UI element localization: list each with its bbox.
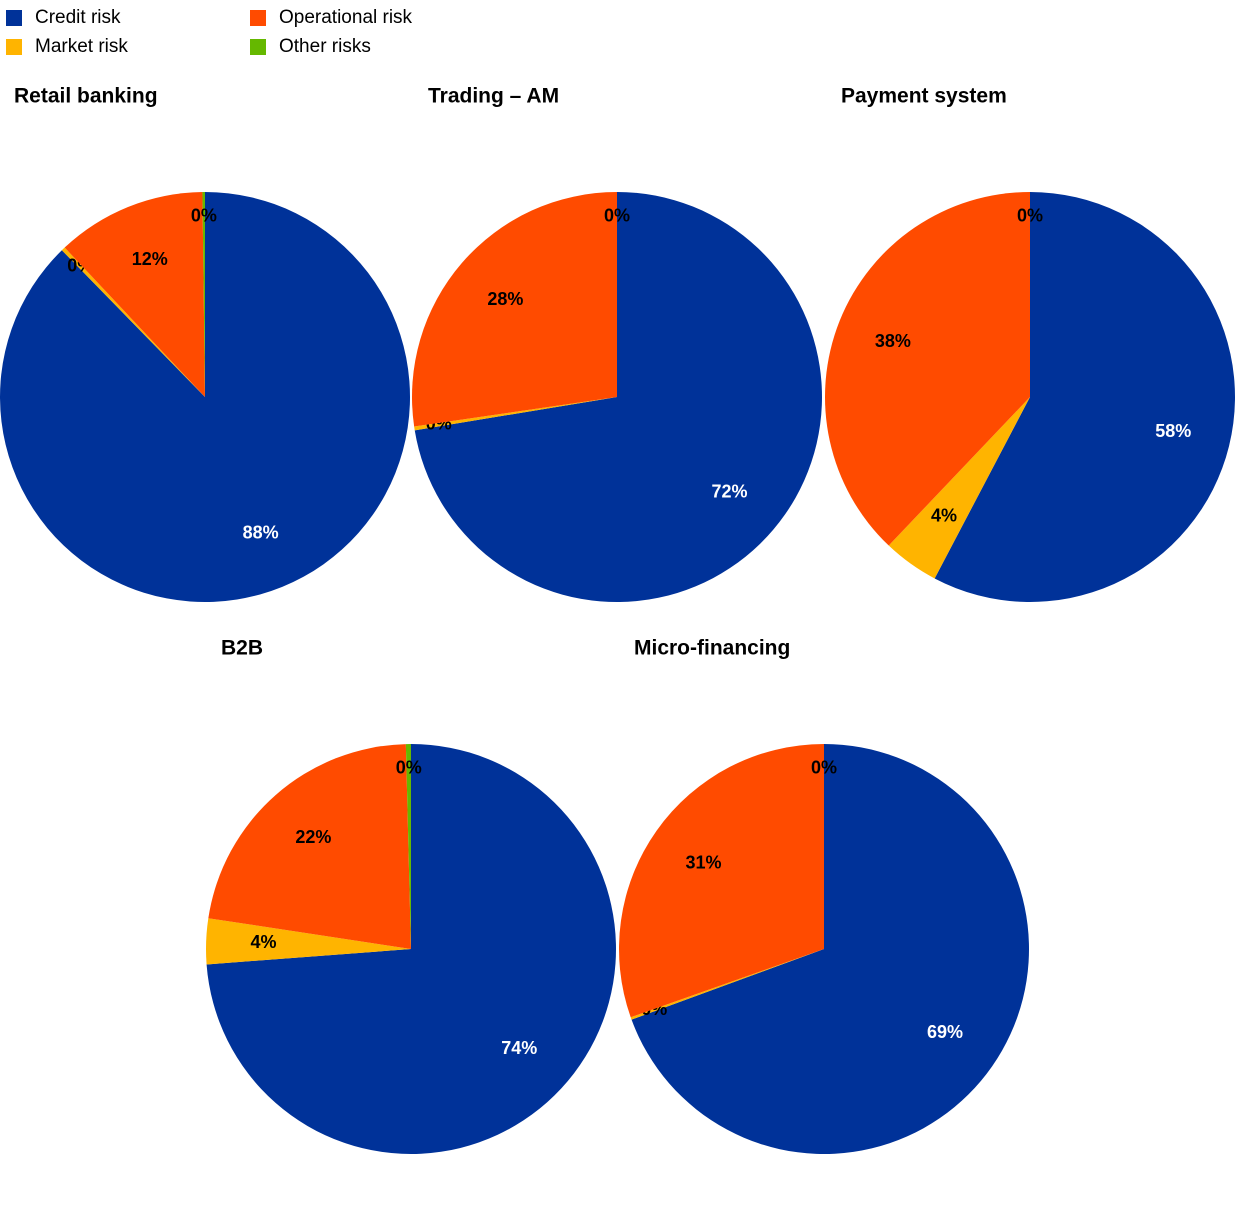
- data-label: 88%: [243, 522, 279, 542]
- legend-swatch: [250, 39, 266, 55]
- pie-title: Trading – AM: [428, 85, 559, 108]
- pie-slice: [414, 192, 822, 602]
- legend-swatch: [6, 10, 22, 26]
- data-label: 4%: [250, 932, 276, 952]
- pie-title: Retail banking: [14, 85, 158, 108]
- pie-slice: [405, 744, 411, 949]
- data-label: 31%: [685, 853, 721, 873]
- pie-slice: [64, 192, 205, 397]
- pie-slice: [414, 397, 617, 431]
- data-label: 58%: [1155, 421, 1191, 441]
- pie-slice: [412, 192, 617, 427]
- pie-title: Micro-financing: [634, 637, 790, 660]
- pie-slice: [888, 397, 1030, 579]
- data-label: 72%: [712, 481, 748, 501]
- data-label: 0%: [191, 205, 217, 225]
- data-label: 0%: [811, 757, 837, 777]
- pie-slice: [825, 192, 1030, 546]
- legend-label: Operational risk: [279, 7, 413, 28]
- pie-slice: [61, 247, 205, 397]
- pie-title: Payment system: [841, 85, 1007, 108]
- pie-slice: [934, 192, 1236, 602]
- data-label: 0%: [604, 205, 630, 225]
- data-label: 38%: [875, 331, 911, 351]
- pie-slice: [202, 192, 205, 397]
- pie-slice: [630, 949, 824, 1020]
- data-label: 69%: [927, 1022, 963, 1042]
- data-label: 74%: [501, 1038, 537, 1058]
- pie-slice: [208, 744, 411, 949]
- legend-label: Credit risk: [35, 7, 121, 28]
- data-label: 0%: [396, 757, 422, 777]
- pie-title: B2B: [221, 637, 263, 660]
- pie-slice: [618, 744, 824, 1018]
- legend-label: Market risk: [35, 36, 128, 57]
- data-label: 4%: [931, 506, 957, 526]
- legend-swatch: [6, 39, 22, 55]
- legend-label: Other risks: [279, 36, 371, 57]
- pie-slice: [631, 744, 1029, 1154]
- data-label: 22%: [295, 827, 331, 847]
- data-label: 0%: [1017, 205, 1043, 225]
- data-label: 12%: [132, 249, 168, 269]
- pie-slice: [206, 918, 411, 965]
- legend-swatch: [250, 10, 266, 26]
- pie-slice: [206, 744, 617, 1154]
- data-label: 28%: [487, 289, 523, 309]
